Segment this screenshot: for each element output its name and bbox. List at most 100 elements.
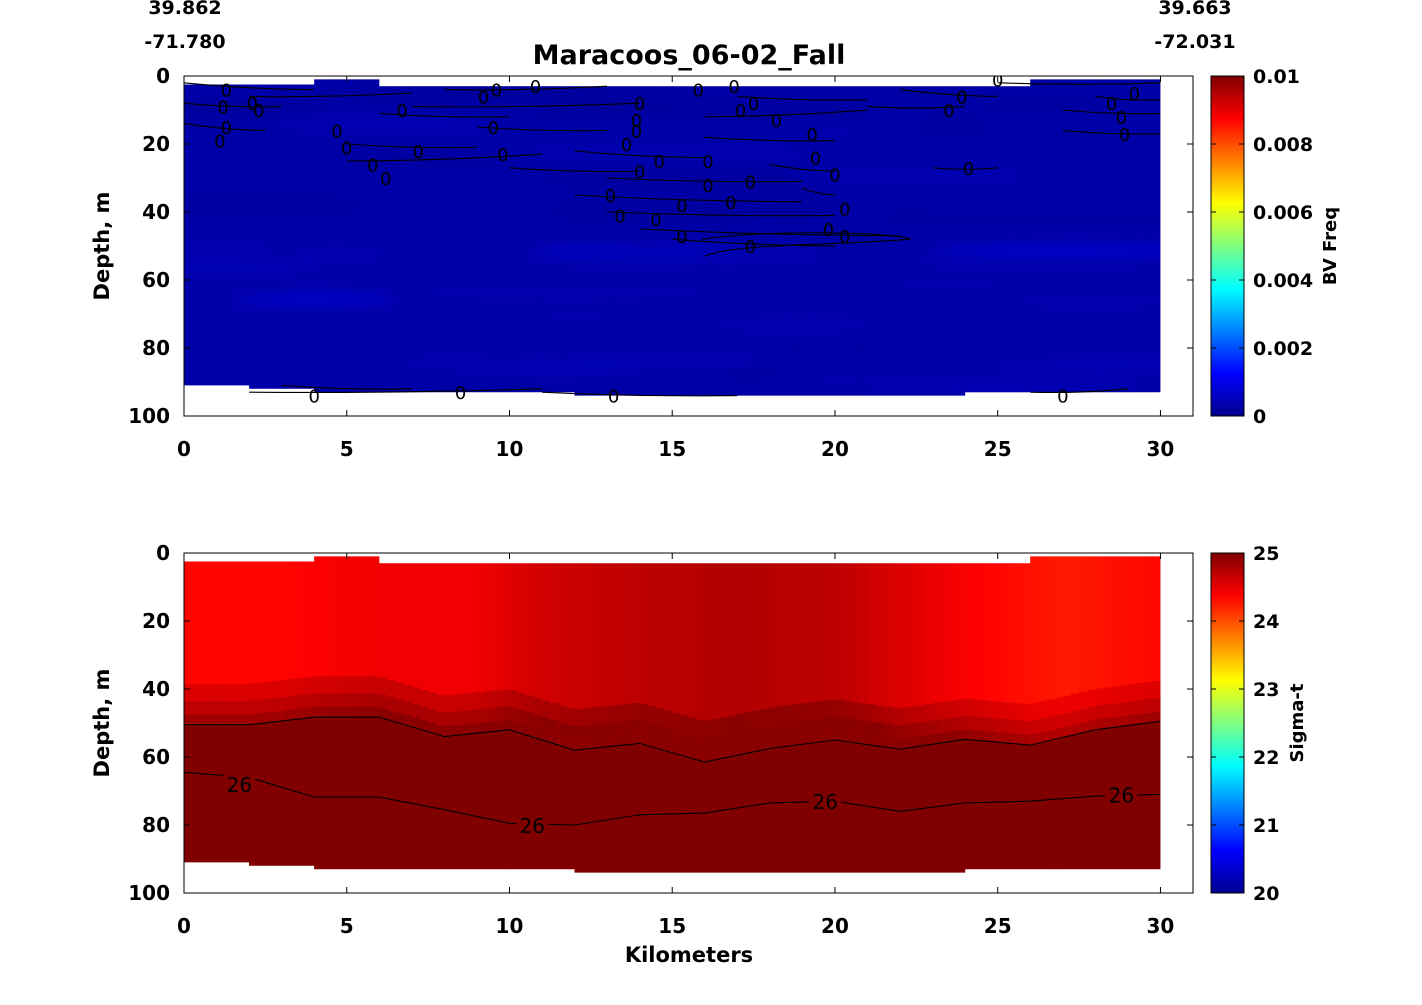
sigma-t-cell	[965, 729, 974, 740]
bv-freq-streak	[229, 296, 397, 304]
sigma-t-cell	[322, 707, 332, 718]
sigma-t-cell	[883, 706, 893, 724]
sigma-t-cell	[192, 700, 201, 715]
sigma-t-cell	[265, 722, 275, 873]
sigma-t-cell	[314, 693, 323, 708]
sigma-t-cell	[891, 556, 901, 749]
sigma-t-cell	[476, 708, 486, 723]
sigma-t-cell	[843, 717, 852, 732]
sigma-t-cell	[745, 752, 755, 873]
bv-freq-streak	[463, 369, 651, 375]
sigma-t-cell	[924, 721, 934, 735]
sigma-t-cell	[240, 724, 250, 873]
sigma-t-cell	[761, 739, 771, 750]
sigma-t-cell	[208, 556, 218, 725]
bv-freq-contour-line	[1095, 95, 1161, 101]
sigma-t-cell	[1095, 705, 1105, 720]
sigma-t-cell	[306, 556, 315, 718]
sigma-t-cell	[924, 734, 934, 745]
sigma-t-cell	[419, 720, 429, 731]
sigma-t-cell	[769, 724, 779, 738]
sigma-t-cell	[737, 744, 747, 755]
sigma-t-cell	[721, 734, 730, 748]
sigma-t-contours: 26 26 26 26	[184, 716, 1161, 838]
bv-freq-contour-line	[574, 150, 705, 159]
sigma-t-cell	[1103, 687, 1113, 705]
bv-freq-streak	[872, 214, 1161, 222]
bv-freq-contour-label: 0	[829, 166, 840, 187]
start-latitude: 39.862	[148, 0, 221, 19]
sigma-t-cell	[232, 683, 242, 701]
sigma-t-cell	[957, 739, 966, 873]
sigma-t-cell	[558, 556, 568, 747]
sigma-t-cell	[330, 693, 340, 708]
sigma-t-cell	[574, 739, 584, 750]
bv-freq-contour-label: 0	[653, 152, 664, 173]
sigma-t-cell	[802, 719, 812, 734]
sigma-t-cell	[794, 556, 804, 745]
bv-freq-contour-label: 0	[247, 94, 258, 115]
sigma-t-contour-label: 26	[812, 790, 837, 814]
sigma-t-cell	[1030, 744, 1039, 873]
sigma-t-cell	[297, 677, 307, 695]
sigma-t-cell	[932, 733, 942, 744]
sigma-t-cell	[607, 746, 616, 873]
bv-freq-streak	[291, 247, 385, 261]
sigma-t-cell	[891, 738, 901, 749]
sigma-t-cell	[818, 556, 828, 742]
sigma-t-cell	[1087, 706, 1096, 721]
bv-freq-contour-label: 0	[491, 81, 502, 102]
sigma-t-cell	[395, 713, 405, 724]
sigma-t-cell	[509, 690, 519, 708]
sigma-t-cell	[387, 710, 397, 721]
sigma-t-contour-label: 26	[227, 773, 252, 797]
sigma-t-cell	[306, 717, 315, 873]
sigma-t-cell	[1136, 683, 1145, 701]
sigma-t-cell	[729, 756, 738, 873]
sigma-t-cell	[834, 730, 844, 741]
sigma-t-cell	[778, 746, 787, 873]
sigma-t-cell	[1046, 740, 1056, 873]
bv-freq-streak	[397, 95, 607, 105]
sigma-t-xtick-label: 25	[984, 914, 1012, 938]
sigma-t-cell	[200, 556, 210, 725]
sigma-t-cell	[891, 748, 901, 873]
sigma-t-cell	[1119, 556, 1129, 727]
sigma-t-cell	[745, 742, 755, 753]
sigma-t-cell	[1127, 556, 1137, 726]
bv-freq-contour-label: 0	[380, 169, 391, 190]
bv-freq-ytick-label: 100	[128, 404, 170, 428]
sigma-t-cell	[989, 718, 999, 732]
sigma-t-cell	[1046, 699, 1056, 717]
sigma-t-cell	[517, 723, 527, 734]
bv-freq-streak	[788, 91, 990, 106]
sigma-t-cell	[639, 720, 649, 735]
sigma-t-cell	[916, 556, 926, 747]
sigma-t-cell	[802, 702, 812, 720]
sigma-t-cell	[346, 556, 356, 718]
sigma-t-cell	[1152, 721, 1161, 873]
bv-freq-contour-label: 0	[745, 172, 756, 193]
sigma-t-cell	[948, 556, 958, 742]
sigma-t-cell	[297, 556, 307, 719]
bv-freq-contour-label: 0	[1057, 387, 1068, 408]
sigma-t-cell	[192, 724, 201, 873]
sigma-t-contour-label-bg	[1105, 783, 1138, 806]
sigma-t-cell	[1062, 556, 1072, 737]
sigma-t-cell	[224, 724, 234, 873]
bv-freq-contour-label: 0	[634, 94, 645, 115]
sigma-t-cell	[273, 721, 283, 873]
sigma-t-cell	[395, 723, 405, 873]
sigma-t-cell	[647, 556, 657, 747]
sigma-t-cell	[1046, 556, 1056, 741]
sigma-t-cell	[314, 717, 323, 873]
sigma-t-cell	[403, 701, 413, 716]
bv-freq-contour-line	[184, 82, 315, 91]
bv-freq-contour-label: 0	[676, 196, 687, 217]
sigma-t-cell	[306, 693, 315, 708]
sigma-t-cell	[379, 677, 389, 695]
sigma-t-cell	[566, 725, 576, 739]
bv-freq-contour-label: 0	[702, 152, 713, 173]
sigma-t-cell	[786, 735, 795, 746]
bv-freq-contour-label: 0	[745, 237, 756, 258]
